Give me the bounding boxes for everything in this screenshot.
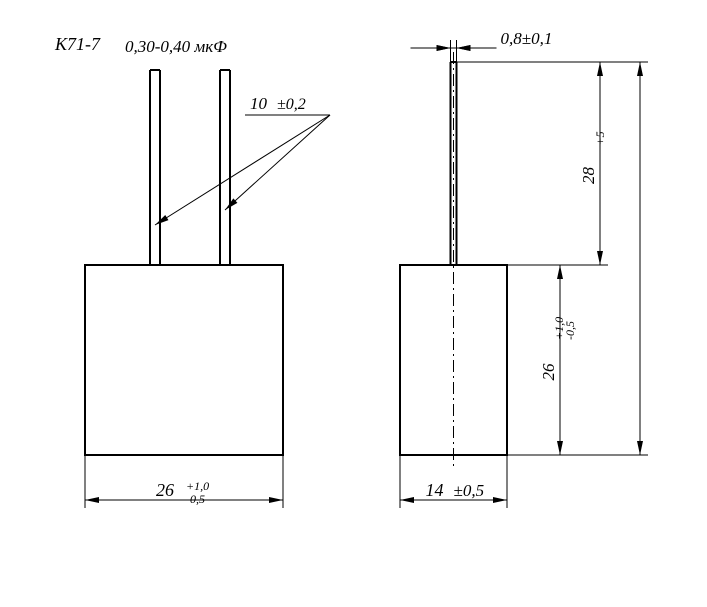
svg-text:14: 14	[426, 480, 444, 500]
svg-text:26: 26	[539, 363, 558, 381]
svg-text:+5: +5	[593, 131, 607, 145]
svg-text:0,30-0,40 мкФ: 0,30-0,40 мкФ	[125, 37, 227, 56]
svg-text:28: 28	[579, 167, 598, 185]
svg-text:10: 10	[250, 94, 268, 113]
svg-text:±0,2: ±0,2	[277, 96, 306, 113]
svg-text:0,8±0,1: 0,8±0,1	[501, 29, 553, 48]
technical-drawing: К71-70,30-0,40 мкФ10±0,226+1,0-0,50,8±0,…	[0, 0, 707, 607]
svg-text:-0,5: -0,5	[563, 321, 577, 340]
svg-text:К71-7: К71-7	[54, 34, 101, 54]
svg-text:26: 26	[156, 480, 174, 500]
svg-text:+1,0: +1,0	[186, 479, 209, 493]
svg-text:-0,5: -0,5	[186, 492, 205, 506]
svg-text:±0,5: ±0,5	[454, 481, 485, 500]
